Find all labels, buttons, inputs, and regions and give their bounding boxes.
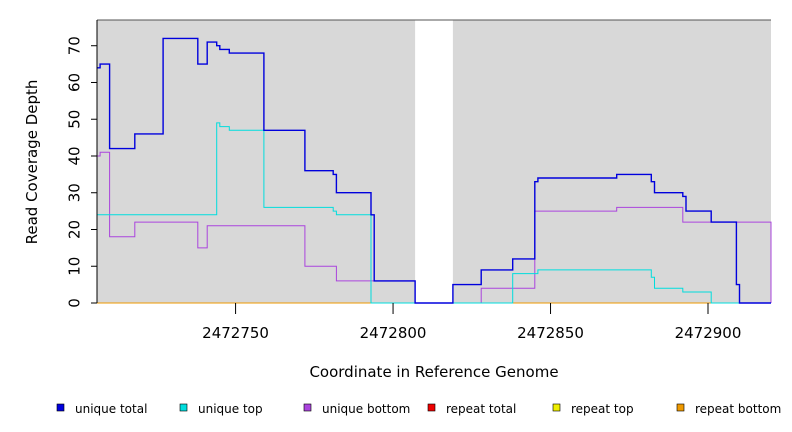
legend-swatch-repeat-total <box>427 403 436 412</box>
y-tick-label: 40 <box>65 146 83 165</box>
x-tick-label: 2472900 <box>675 324 742 342</box>
legend-label-repeat-top: repeat top <box>571 402 634 416</box>
y-tick-label: 50 <box>65 110 83 129</box>
legend-label-repeat-total: repeat total <box>446 402 516 416</box>
legend-label-unique-bottom: unique bottom <box>322 402 410 416</box>
legend-swatch-unique-bottom <box>303 403 312 412</box>
x-tick-label: 2472750 <box>202 324 269 342</box>
x-tick-label: 2472800 <box>360 324 427 342</box>
legend-label-unique-top: unique top <box>198 402 263 416</box>
legend-swatch-repeat-bottom <box>676 403 685 412</box>
legend-swatch-repeat-top <box>552 403 561 412</box>
legend-swatch-unique-total <box>56 403 65 412</box>
legend-swatch-unique-top <box>179 403 188 412</box>
y-axis-label: Read Coverage Depth <box>23 80 41 245</box>
x-tick-label: 2472850 <box>517 324 584 342</box>
series-line-unique-bottom <box>97 151 772 304</box>
y-tick-label: 0 <box>65 298 83 308</box>
x-axis-label: Coordinate in Reference Genome <box>309 363 558 381</box>
y-tick-label: 70 <box>65 36 83 55</box>
plot-region-left <box>97 20 416 303</box>
y-tick-label: 30 <box>65 183 83 202</box>
legend-label-unique-total: unique total <box>75 402 147 416</box>
plot-region-right <box>452 20 771 303</box>
y-tick-label: 20 <box>65 220 83 239</box>
series-line-unique-total <box>97 37 771 304</box>
legend: unique total unique top unique bottom repea… <box>56 402 781 416</box>
legend-label-repeat-bottom: repeat bottom <box>695 402 781 416</box>
series-line-unique-top <box>97 122 771 304</box>
y-tick-label: 10 <box>65 257 83 276</box>
y-tick-label: 60 <box>65 73 83 92</box>
